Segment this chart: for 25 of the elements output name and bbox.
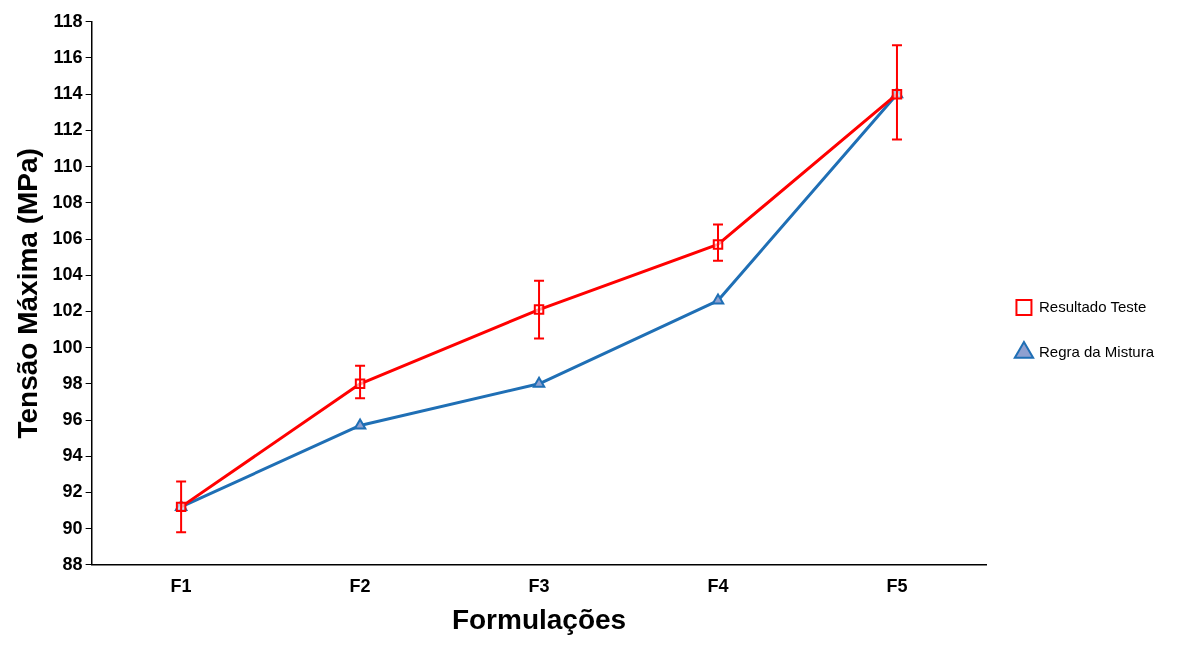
y-tick-label: 100 — [52, 336, 83, 357]
x-axis-title: Formulações — [451, 603, 627, 635]
y-tick-label: 114 — [53, 83, 83, 104]
y-tick-label: 88 — [62, 553, 83, 574]
legend-label: Regra da Mistura — [1038, 342, 1155, 360]
x-tick-label: F5 — [886, 575, 908, 596]
x-tick-label: F3 — [528, 575, 550, 596]
x-tick-label: F2 — [349, 575, 371, 596]
y-tick-label: 98 — [62, 372, 83, 393]
y-axis-title: Tensão Máxima (MPa) — [11, 148, 43, 439]
x-tick-label: F1 — [170, 575, 192, 596]
y-tick-label: 104 — [52, 264, 83, 285]
y-tick-label: 92 — [62, 481, 83, 502]
y-tick-label: 106 — [52, 227, 83, 248]
y-tick-label: 110 — [53, 155, 83, 176]
x-tick-label: F4 — [707, 575, 729, 596]
y-tick-label: 108 — [52, 191, 83, 212]
y-tick-label: 116 — [53, 46, 83, 67]
legend-label: Resultado Teste — [1038, 297, 1147, 315]
y-tick-label: 90 — [62, 517, 83, 538]
y-tick-label: 102 — [52, 300, 83, 321]
y-tick-label: 118 — [53, 10, 83, 31]
y-tick-label: 112 — [53, 119, 83, 140]
y-tick-label: 96 — [62, 408, 83, 429]
y-tick-label: 94 — [62, 445, 83, 466]
